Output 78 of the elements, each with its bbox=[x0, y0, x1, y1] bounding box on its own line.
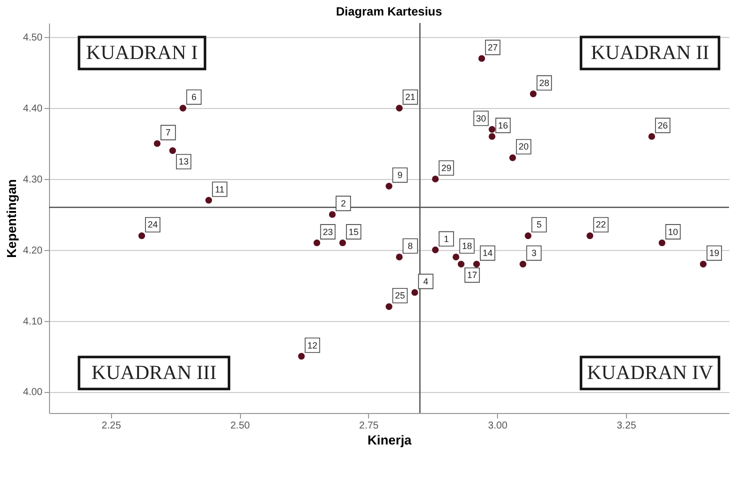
point bbox=[298, 352, 305, 360]
annotation: 23 bbox=[322, 226, 333, 237]
annotation: 18 bbox=[462, 241, 472, 251]
annotation: 24 bbox=[148, 220, 158, 230]
point bbox=[154, 140, 161, 147]
point bbox=[524, 232, 532, 240]
point bbox=[458, 260, 464, 268]
x-tick-label: 2.75 bbox=[359, 420, 380, 432]
annotation: 20 bbox=[518, 142, 529, 152]
annotation: 1 bbox=[444, 234, 449, 244]
point bbox=[520, 260, 526, 268]
annotation: 14 bbox=[482, 248, 493, 258]
point bbox=[314, 239, 320, 246]
y-tick-label: 4.00 bbox=[23, 387, 43, 398]
annotation: KUADRAN II bbox=[590, 42, 710, 64]
annotation: 22 bbox=[596, 220, 606, 230]
y-tick-label: 4.20 bbox=[23, 245, 43, 256]
point bbox=[648, 133, 656, 140]
point bbox=[509, 154, 516, 162]
point bbox=[473, 260, 480, 268]
point bbox=[396, 254, 403, 260]
x-tick-label: 3.00 bbox=[488, 420, 508, 432]
annotation: 15 bbox=[348, 226, 359, 237]
point bbox=[658, 239, 666, 246]
point bbox=[396, 104, 403, 112]
point bbox=[386, 182, 392, 190]
y-axis-title: Kepentingan bbox=[4, 179, 20, 258]
point bbox=[452, 254, 460, 260]
annotation: 5 bbox=[536, 220, 542, 230]
point bbox=[169, 147, 176, 154]
point bbox=[411, 289, 418, 296]
y-tick-label: 4.40 bbox=[23, 104, 43, 115]
annotation: 12 bbox=[307, 340, 318, 350]
annotation: 26 bbox=[658, 120, 668, 130]
annotation: 9 bbox=[397, 170, 403, 180]
annotation: 2 bbox=[340, 198, 346, 208]
point bbox=[138, 232, 146, 240]
point bbox=[488, 126, 496, 133]
point bbox=[328, 211, 336, 218]
point bbox=[700, 260, 707, 268]
annotation: 10 bbox=[668, 226, 678, 237]
point bbox=[339, 239, 346, 246]
annotation: 27 bbox=[488, 42, 498, 52]
y-tick-label: 4.30 bbox=[23, 174, 43, 186]
point bbox=[488, 133, 496, 140]
annotation: 25 bbox=[394, 290, 406, 301]
annotation: 29 bbox=[441, 163, 452, 173]
x-tick-label: 2.25 bbox=[102, 420, 122, 432]
point bbox=[180, 104, 186, 112]
point bbox=[478, 55, 486, 62]
x-tick-label: 3.25 bbox=[616, 420, 637, 432]
point bbox=[205, 196, 212, 204]
annotation: 17 bbox=[467, 270, 478, 280]
annotation: 19 bbox=[709, 248, 720, 258]
annotation: 28 bbox=[539, 78, 550, 88]
annotation: 3 bbox=[531, 248, 536, 258]
chart-title: Diagram Kartesius bbox=[336, 4, 442, 18]
annotation: KUADRAN III bbox=[92, 362, 216, 384]
annotation: 13 bbox=[178, 156, 189, 167]
y-tick-label: 4.50 bbox=[23, 32, 43, 44]
x-axis-title: Kinerja bbox=[367, 432, 412, 448]
point bbox=[432, 176, 439, 182]
annotation: KUADRAN IV bbox=[586, 362, 714, 384]
annotation: 21 bbox=[405, 92, 416, 102]
y-tick-label: 4.10 bbox=[23, 316, 43, 328]
annotation: 11 bbox=[215, 184, 224, 194]
point bbox=[530, 90, 537, 98]
annotation: 4 bbox=[423, 276, 428, 286]
annotation: 8 bbox=[408, 241, 413, 251]
annotation: 30 bbox=[476, 113, 486, 124]
point bbox=[586, 232, 594, 240]
x-tick-label: 2.50 bbox=[230, 420, 250, 432]
annotation: 7 bbox=[166, 128, 171, 138]
point bbox=[386, 303, 392, 310]
annotation: KUADRAN I bbox=[86, 42, 198, 64]
annotation: 6 bbox=[191, 92, 196, 102]
point bbox=[432, 246, 439, 254]
annotation: 16 bbox=[498, 120, 508, 130]
